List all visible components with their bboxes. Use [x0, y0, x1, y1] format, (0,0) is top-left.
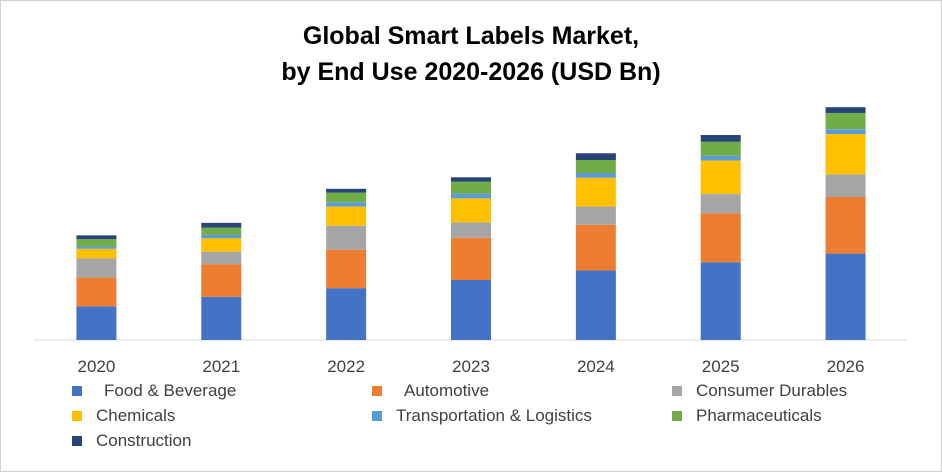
legend-label: Food & Beverage — [104, 381, 237, 400]
legend-swatch — [72, 411, 82, 421]
bar-2023-automotive — [451, 237, 491, 280]
bar-2021-automotive — [201, 264, 242, 297]
bar-2023-chemicals — [451, 198, 491, 223]
legend-item-food-beverage: Food & Beverage — [72, 380, 236, 402]
legend-label: Transportation & Logistics — [396, 406, 592, 425]
x-tick-label: 2023 — [452, 357, 490, 376]
bar-2026-chemicals — [825, 134, 866, 175]
bar-2024-automotive — [575, 224, 616, 271]
bar-2026-construction — [825, 107, 866, 113]
bar-2026-transportation-logistics — [825, 129, 866, 135]
bar-2021-pharmaceuticals — [201, 227, 242, 235]
legend-item-pharmaceuticals: Pharmaceuticals — [672, 405, 822, 427]
bar-2026-automotive — [825, 196, 866, 254]
bar-2025-consumer-durables — [700, 194, 741, 214]
bar-2020-chemicals — [76, 248, 117, 259]
x-tick-label: 2020 — [78, 357, 116, 376]
legend-item-automotive: Automotive — [372, 380, 489, 402]
bar-2021-chemicals — [201, 238, 242, 252]
legend-swatch — [372, 386, 382, 396]
bar-2022-transportation-logistics — [326, 202, 367, 207]
bar-2025-automotive — [700, 213, 741, 263]
x-tick-label: 2024 — [577, 357, 615, 376]
x-tick-label: 2022 — [327, 357, 365, 376]
bar-2023-construction — [451, 177, 491, 182]
bar-2022-pharmaceuticals — [326, 192, 367, 203]
bar-2025-construction — [700, 135, 741, 142]
bar-2022-construction — [326, 188, 367, 193]
legend-swatch — [72, 436, 82, 446]
bar-2021-construction — [201, 222, 242, 228]
bar-2020-food-beverage — [76, 306, 117, 340]
x-tick-label: 2021 — [202, 357, 240, 376]
legend-item-transportation-logistics: Transportation & Logistics — [372, 405, 592, 427]
legend-label: Consumer Durables — [696, 381, 848, 400]
bar-2026-consumer-durables — [825, 174, 866, 197]
bar-2024-pharmaceuticals — [575, 160, 616, 173]
x-tick-label: 2026 — [827, 357, 865, 376]
legend-item-construction: Construction — [72, 430, 191, 452]
legend-swatch — [672, 386, 682, 396]
bar-2024-chemicals — [575, 177, 616, 207]
legend-swatch — [372, 411, 382, 421]
bar-2024-food-beverage — [575, 270, 616, 340]
bar-2024-transportation-logistics — [575, 172, 616, 178]
bar-2025-food-beverage — [700, 262, 741, 340]
bar-2022-chemicals — [326, 206, 367, 226]
legend-label: Automotive — [404, 381, 490, 400]
bar-2026-pharmaceuticals — [825, 112, 866, 130]
bar-2023-consumer-durables — [451, 222, 491, 238]
bar-2022-automotive — [326, 249, 367, 289]
bar-2023-food-beverage — [451, 280, 491, 340]
bar-2021-food-beverage — [201, 296, 242, 340]
bar-2026-food-beverage — [825, 253, 866, 340]
bar-2020-automotive — [76, 277, 117, 307]
legend-label: Construction — [96, 431, 192, 450]
bar-2020-construction — [76, 235, 117, 240]
x-tick-label: 2025 — [702, 357, 740, 376]
bar-2021-consumer-durables — [201, 251, 242, 265]
legend-swatch — [672, 411, 682, 421]
legend-item-consumer-durables: Consumer Durables — [672, 380, 847, 402]
bar-2022-food-beverage — [326, 288, 367, 340]
bar-2020-consumer-durables — [76, 258, 117, 278]
bar-2024-construction — [575, 153, 616, 160]
bar-2022-consumer-durables — [326, 225, 367, 250]
legend-item-chemicals: Chemicals — [72, 405, 175, 427]
bar-2025-chemicals — [700, 160, 741, 195]
chart-title-line-1: Global Smart Labels Market, — [302, 22, 640, 50]
chart-title-line-2: by End Use 2020-2026 (USD Bn) — [281, 58, 661, 86]
bar-2023-transportation-logistics — [451, 193, 491, 199]
bar-2024-consumer-durables — [575, 206, 616, 225]
bar-2020-transportation-logistics — [76, 246, 117, 249]
bar-2021-transportation-logistics — [201, 234, 242, 239]
legend-swatch — [72, 386, 82, 396]
legend-label: Pharmaceuticals — [696, 406, 822, 425]
legend-label: Chemicals — [96, 406, 176, 425]
bar-2020-pharmaceuticals — [76, 239, 117, 247]
bar-2025-pharmaceuticals — [700, 141, 741, 156]
bar-2023-pharmaceuticals — [451, 181, 491, 194]
bar-2025-transportation-logistics — [700, 155, 741, 161]
